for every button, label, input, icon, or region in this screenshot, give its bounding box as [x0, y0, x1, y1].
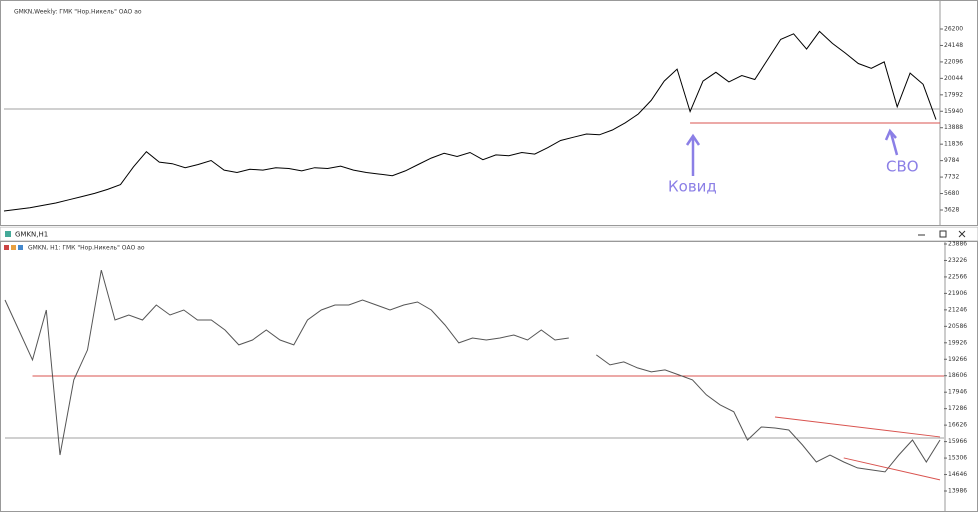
y-tick-label: 17946 — [948, 389, 967, 396]
y-tick-label: 17286 — [948, 405, 967, 412]
y-tick-label: 13986 — [948, 488, 967, 495]
chart-title: GMKN, H1: ГМК "Нор.Никель" ОАО ао — [28, 245, 145, 252]
y-tick-label: 23886 — [948, 241, 967, 247]
price-line — [4, 269, 941, 473]
chart-icon — [18, 245, 23, 250]
trend-line — [774, 416, 941, 438]
y-tick-label: 16626 — [948, 422, 967, 429]
arrow-head — [685, 133, 701, 146]
annotation: Ковид — [668, 178, 717, 196]
y-tick-label: 20044 — [944, 75, 963, 82]
window-header: GMKN,H1 — [0, 227, 978, 241]
y-tick-label: 9784 — [944, 157, 959, 164]
arrow-head — [884, 128, 897, 141]
y-tick-label: 18606 — [948, 372, 967, 379]
window-title: GMKN,H1 — [15, 231, 48, 239]
y-tick-label: 26200 — [944, 26, 963, 33]
y-tick-label: 19926 — [948, 339, 967, 346]
y-tick-label: 24148 — [944, 42, 963, 49]
window-icon — [5, 231, 11, 237]
chart-frame — [0, 241, 978, 512]
annotation: СВО — [886, 158, 919, 176]
y-tick-label: 14646 — [948, 471, 967, 478]
y-tick-label: 22566 — [948, 273, 967, 280]
chart-title: GMKN,Weekly: ГМК "Нор.Никель" ОАО ао — [14, 9, 142, 16]
chart-icon — [11, 245, 16, 250]
header-bar — [0, 227, 978, 241]
y-tick-label: 17992 — [944, 91, 963, 98]
y-tick-label: 20586 — [948, 323, 967, 330]
y-tick-label: 11836 — [944, 141, 963, 148]
y-tick-label: 15306 — [948, 455, 967, 462]
price-line — [3, 30, 937, 212]
y-tick-label: 22096 — [944, 58, 963, 65]
y-tick-label: 23226 — [948, 257, 967, 264]
y-tick-label: 15940 — [944, 108, 963, 115]
weekly-chart: GMKN,Weekly: ГМК "Нор.Никель" ОАО ао Ков… — [0, 0, 978, 226]
y-tick-label: 21906 — [948, 290, 967, 297]
chart-icon — [4, 245, 9, 250]
close-button[interactable] — [958, 230, 966, 238]
maximize-button[interactable] — [939, 230, 947, 238]
y-tick-label: 3628 — [944, 206, 959, 213]
y-tick-label: 19266 — [948, 356, 967, 363]
trend-line — [843, 457, 941, 481]
y-tick-label: 7732 — [944, 174, 959, 181]
chart-frame — [0, 0, 978, 226]
y-tick-label: 21246 — [948, 306, 967, 313]
hourly-chart: GMKN, H1: ГМК "Нор.Никель" ОАО ао 13986 1… — [0, 241, 978, 512]
arrow — [889, 132, 899, 156]
y-tick-label: 13888 — [944, 124, 963, 131]
y-tick-label: 5680 — [944, 190, 959, 197]
y-tick-label: 15966 — [948, 438, 967, 445]
